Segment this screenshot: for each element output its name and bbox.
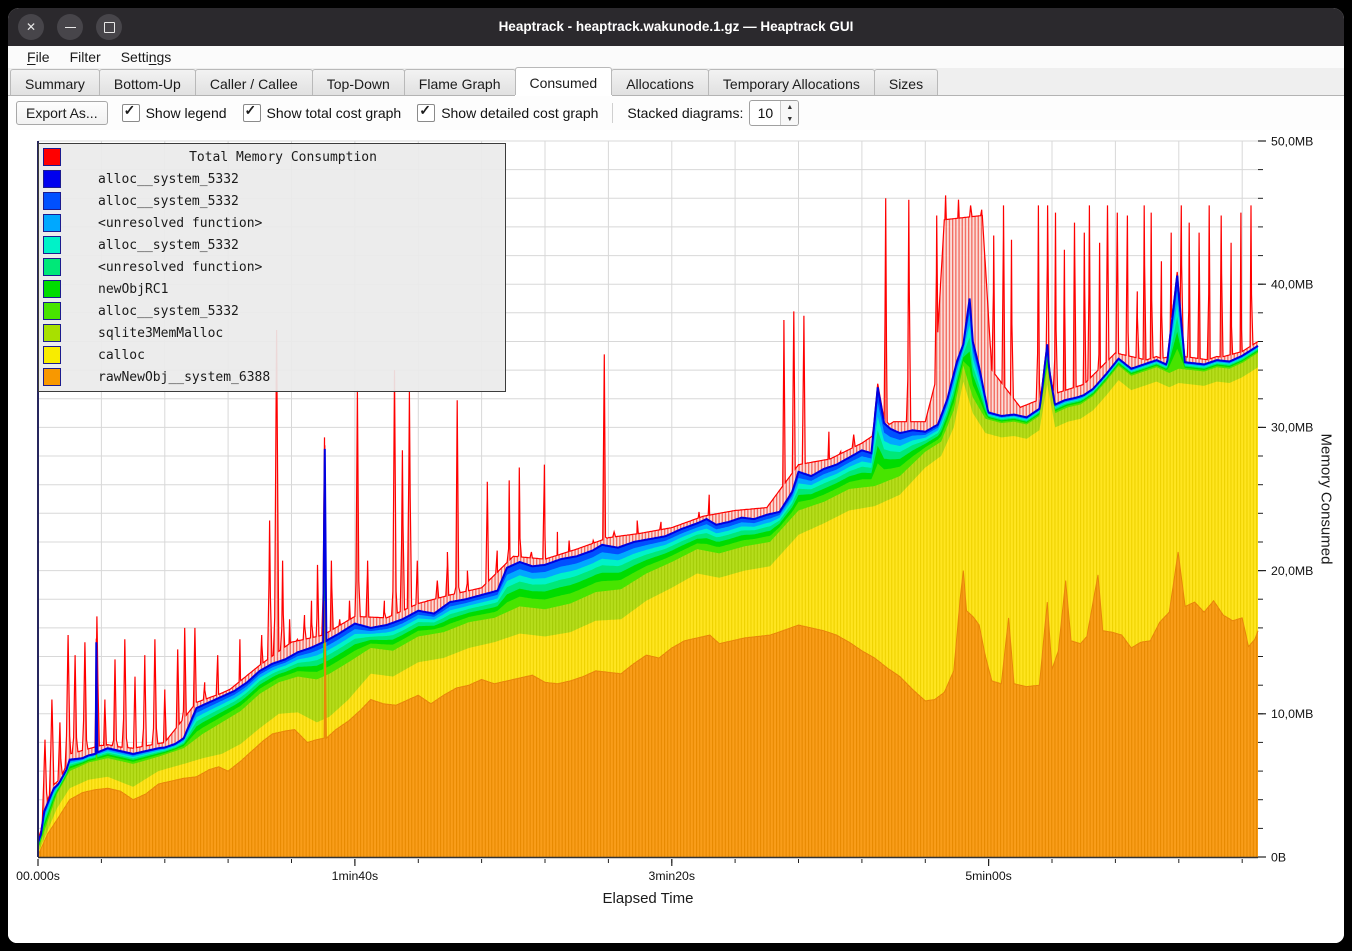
minimize-icon bbox=[64, 26, 76, 28]
legend-title-row: Total Memory Consumption bbox=[39, 146, 505, 168]
checkbox-show-legend[interactable]: ✓ Show legend bbox=[121, 102, 227, 122]
title-bar[interactable]: ✕ Heaptrack - heaptrack.wakunode.1.gz — … bbox=[8, 8, 1344, 46]
tab-sizes[interactable]: Sizes bbox=[873, 69, 939, 95]
legend-label: alloc__system_5332 bbox=[98, 303, 239, 319]
legend-label: alloc__system_5332 bbox=[98, 193, 239, 209]
menu-file[interactable]: File bbox=[27, 49, 50, 65]
close-button[interactable]: ✕ bbox=[18, 14, 44, 40]
memory-consumption-chart[interactable]: 00.000s 1min40s 3min20s 5min00s 0B 10,0MB 20,0… bbox=[8, 130, 1344, 943]
checkbox-box[interactable]: ✓ bbox=[417, 102, 436, 122]
tab-temporary-allocations[interactable]: Temporary Allocations bbox=[707, 69, 875, 95]
tab-caller-callee[interactable]: Caller / Callee bbox=[194, 69, 313, 95]
export-as-button[interactable]: Export As... bbox=[16, 101, 108, 125]
stepper-up-icon[interactable]: ▲ bbox=[786, 103, 794, 111]
legend-label: Total Memory Consumption bbox=[189, 149, 377, 165]
x-axis-title: Elapsed Time bbox=[602, 890, 694, 907]
maximize-button[interactable] bbox=[96, 14, 122, 40]
svg-text:5min00s: 5min00s bbox=[965, 869, 1011, 883]
toolbar: Export As... ✓ Show legend ✓ Show total cos… bbox=[8, 96, 1344, 130]
chart-legend: Total Memory Consumption alloc__system_53… bbox=[38, 143, 506, 392]
legend-item: alloc__system_5332 bbox=[39, 168, 505, 190]
svg-text:10,0MB: 10,0MB bbox=[1271, 707, 1313, 721]
y-axis-title: Memory Consumed bbox=[1317, 433, 1335, 565]
stacked-diagrams-label: Stacked diagrams: bbox=[627, 105, 744, 121]
legend-swatch-icon bbox=[43, 280, 61, 298]
legend-item: <unresolved function> bbox=[39, 212, 505, 234]
tab-summary[interactable]: Summary bbox=[10, 69, 100, 95]
svg-text:0B: 0B bbox=[1271, 850, 1286, 864]
legend-swatch-icon bbox=[43, 170, 61, 188]
legend-label: calloc bbox=[98, 347, 145, 363]
legend-label: newObjRC1 bbox=[98, 281, 169, 297]
legend-swatch-icon bbox=[43, 236, 61, 254]
tab-bar: Summary Bottom-Up Caller / Callee Top-Down F… bbox=[8, 67, 1344, 96]
toolbar-separator bbox=[612, 103, 614, 123]
legend-item: sqlite3MemMalloc bbox=[39, 322, 505, 344]
legend-item: newObjRC1 bbox=[39, 278, 505, 300]
checkbox-show-total-cost-graph[interactable]: ✓ Show total cost graph bbox=[242, 102, 402, 122]
legend-swatch-icon bbox=[43, 302, 61, 320]
chart-plot-area[interactable]: 00.000s 1min40s 3min20s 5min00s 0B 10,0MB 20,0… bbox=[8, 130, 1344, 943]
legend-swatch-icon bbox=[43, 324, 61, 342]
legend-swatch-icon bbox=[43, 258, 61, 276]
tab-top-down[interactable]: Top-Down bbox=[311, 69, 405, 95]
tab-consumed[interactable]: Consumed bbox=[514, 67, 613, 95]
app-window: ✕ Heaptrack - heaptrack.wakunode.1.gz — … bbox=[8, 8, 1344, 943]
stepper-down-icon[interactable]: ▼ bbox=[786, 115, 794, 123]
checkbox-show-detailed-cost-graph[interactable]: ✓ Show detailed cost graph bbox=[417, 102, 599, 122]
stacked-diagrams-value[interactable]: 10 bbox=[757, 105, 774, 121]
checkbox-label: Show detailed cost graph bbox=[441, 105, 599, 121]
legend-item: calloc bbox=[39, 344, 505, 366]
stacked-diagrams-stepper[interactable]: 10 ▲ ▼ bbox=[749, 100, 800, 126]
legend-item: alloc__system_5332 bbox=[39, 234, 505, 256]
legend-label: <unresolved function> bbox=[98, 215, 263, 231]
checkbox-label: Show total cost graph bbox=[266, 105, 402, 121]
legend-label: <unresolved function> bbox=[98, 259, 263, 275]
tab-bottom-up[interactable]: Bottom-Up bbox=[98, 69, 196, 95]
legend-swatch-icon bbox=[43, 192, 61, 210]
menu-filter[interactable]: Filter bbox=[69, 49, 101, 65]
checkbox-label: Show legend bbox=[145, 105, 227, 121]
maximize-icon bbox=[103, 21, 115, 33]
legend-swatch-icon bbox=[43, 148, 61, 166]
checkbox-box[interactable]: ✓ bbox=[242, 102, 261, 122]
check-icon: ✓ bbox=[244, 102, 257, 118]
svg-text:30,0MB: 30,0MB bbox=[1271, 421, 1313, 435]
legend-item: rawNewObj__system_6388 bbox=[39, 366, 505, 388]
svg-text:00.000s: 00.000s bbox=[16, 869, 60, 883]
legend-swatch-icon bbox=[43, 368, 61, 386]
minimize-button[interactable] bbox=[57, 14, 83, 40]
menu-bar: File Filter Settings bbox=[8, 46, 1344, 68]
svg-text:3min20s: 3min20s bbox=[649, 869, 695, 883]
svg-text:50,0MB: 50,0MB bbox=[1271, 134, 1313, 148]
legend-item: alloc__system_5332 bbox=[39, 190, 505, 212]
legend-label: alloc__system_5332 bbox=[98, 237, 239, 253]
check-icon: ✓ bbox=[419, 102, 431, 118]
checkbox-box[interactable]: ✓ bbox=[121, 102, 140, 122]
legend-item: alloc__system_5332 bbox=[39, 300, 505, 322]
legend-swatch-icon bbox=[43, 214, 61, 232]
tab-flame-graph[interactable]: Flame Graph bbox=[403, 69, 516, 95]
svg-text:40,0MB: 40,0MB bbox=[1271, 278, 1313, 292]
check-icon: ✓ bbox=[123, 102, 136, 118]
legend-item: <unresolved function> bbox=[39, 256, 505, 278]
legend-swatch-icon bbox=[43, 346, 61, 364]
svg-text:1min40s: 1min40s bbox=[332, 869, 378, 883]
legend-label: alloc__system_5332 bbox=[98, 171, 239, 187]
window-title: Heaptrack - heaptrack.wakunode.1.gz — He… bbox=[498, 19, 854, 34]
legend-label: rawNewObj__system_6388 bbox=[98, 369, 271, 385]
svg-text:20,0MB: 20,0MB bbox=[1271, 564, 1313, 578]
menu-settings[interactable]: Settings bbox=[120, 49, 172, 65]
tab-allocations[interactable]: Allocations bbox=[611, 69, 709, 95]
legend-label: sqlite3MemMalloc bbox=[98, 325, 224, 341]
